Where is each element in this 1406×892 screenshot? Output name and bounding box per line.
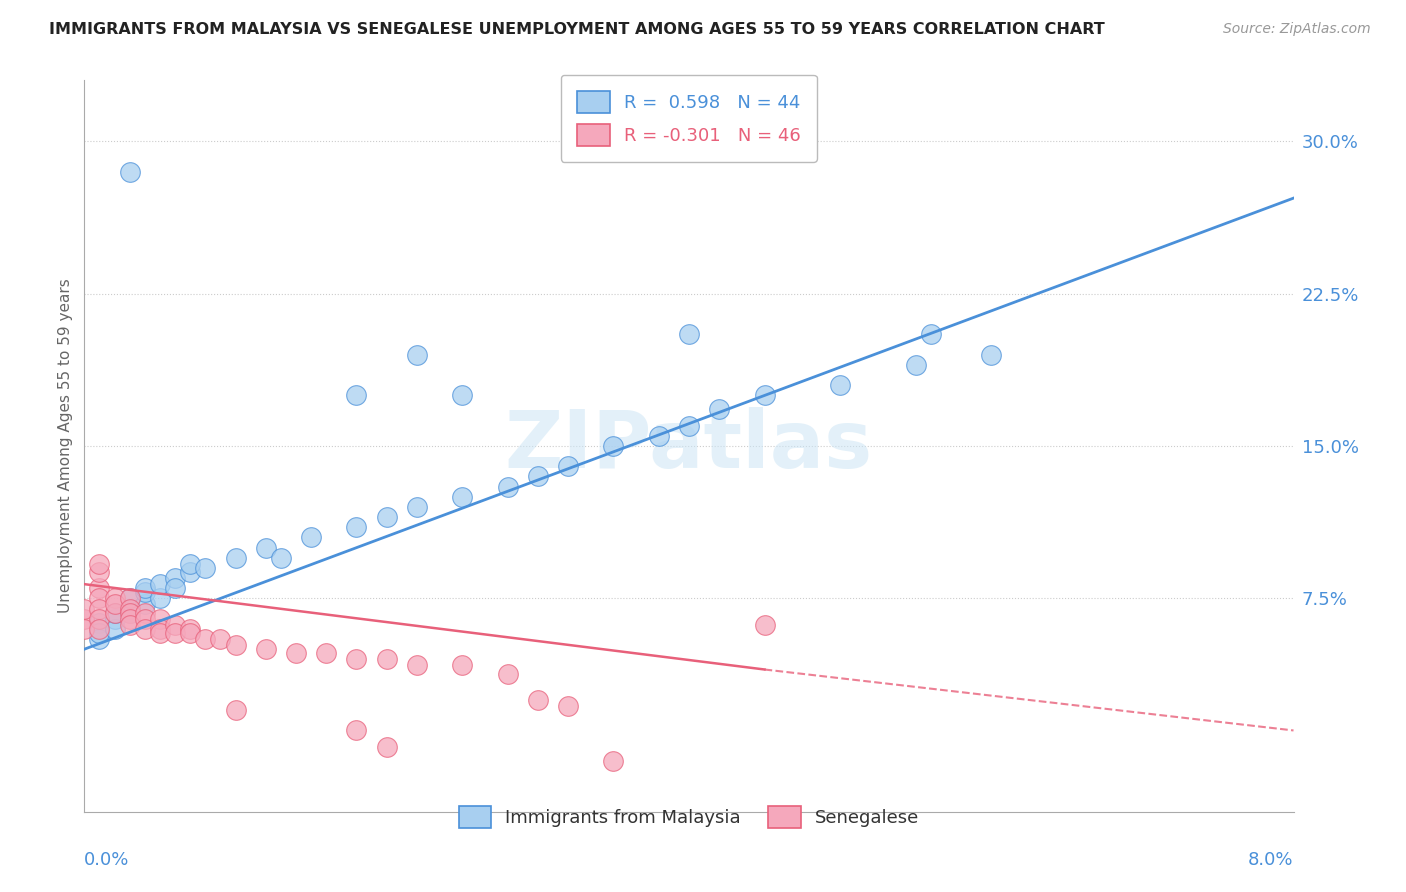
Point [602,439,624,453]
Point [678,418,700,433]
Point [179,557,201,571]
Point [118,617,141,632]
Text: 8.0%: 8.0% [1249,851,1294,869]
Point [89,591,111,606]
Point [980,347,1002,362]
Point [527,693,550,707]
Point [118,601,141,615]
Point [557,459,579,474]
Point [165,571,187,585]
Point [209,632,232,646]
Point [225,550,247,565]
Point [104,622,127,636]
Point [194,632,217,646]
Point [118,612,141,626]
Point [648,429,671,443]
Point [118,606,141,620]
Point [375,510,398,524]
Text: 0.0%: 0.0% [84,851,129,869]
Point [165,581,187,595]
Point [89,622,111,636]
Point [118,164,141,178]
Point [754,617,776,632]
Point [451,490,474,504]
Point [496,480,519,494]
Point [104,606,127,620]
Point [194,561,217,575]
Point [254,642,277,657]
Point [270,550,292,565]
Point [375,652,398,666]
Point [89,632,111,646]
Point [299,530,322,544]
Point [104,606,127,620]
Point [165,617,187,632]
Point [225,638,247,652]
Point [149,577,172,591]
Point [134,598,156,612]
Point [104,591,127,606]
Point [406,500,429,514]
Y-axis label: Unemployment Among Ages 55 to 59 years: Unemployment Among Ages 55 to 59 years [58,278,73,614]
Point [118,606,141,620]
Point [406,658,429,673]
Point [134,581,156,595]
Point [134,612,156,626]
Point [89,581,111,595]
Point [406,347,429,362]
Point [346,520,368,534]
Point [104,612,127,626]
Point [179,626,201,640]
Point [89,601,111,615]
Point [225,703,247,717]
Point [346,388,368,402]
Point [557,699,579,714]
Point [118,591,141,606]
Point [149,622,172,636]
Point [451,388,474,402]
Point [285,646,308,660]
Point [709,402,731,417]
Point [134,622,156,636]
Point [149,626,172,640]
Point [118,591,141,606]
Point [904,358,927,372]
Point [315,646,337,660]
Text: ZIPatlas: ZIPatlas [505,407,873,485]
Point [89,557,111,571]
Point [89,615,111,630]
Legend: Immigrants from Malaysia, Senegalese: Immigrants from Malaysia, Senegalese [444,792,934,843]
Point [89,565,111,579]
Text: Source: ZipAtlas.com: Source: ZipAtlas.com [1223,22,1371,37]
Point [104,598,127,612]
Point [73,622,96,636]
Point [830,378,852,392]
Point [179,565,201,579]
Point [165,626,187,640]
Point [375,739,398,754]
Point [134,585,156,599]
Point [149,612,172,626]
Text: IMMIGRANTS FROM MALAYSIA VS SENEGALESE UNEMPLOYMENT AMONG AGES 55 TO 59 YEARS CO: IMMIGRANTS FROM MALAYSIA VS SENEGALESE U… [49,22,1105,37]
Point [527,469,550,483]
Point [118,601,141,615]
Point [678,327,700,342]
Point [920,327,942,342]
Point [89,612,111,626]
Point [254,541,277,555]
Point [89,626,111,640]
Point [73,612,96,626]
Point [602,754,624,768]
Point [149,591,172,606]
Point [73,601,96,615]
Point [451,658,474,673]
Point [346,652,368,666]
Point [346,723,368,738]
Point [134,606,156,620]
Point [496,666,519,681]
Point [179,622,201,636]
Point [754,388,776,402]
